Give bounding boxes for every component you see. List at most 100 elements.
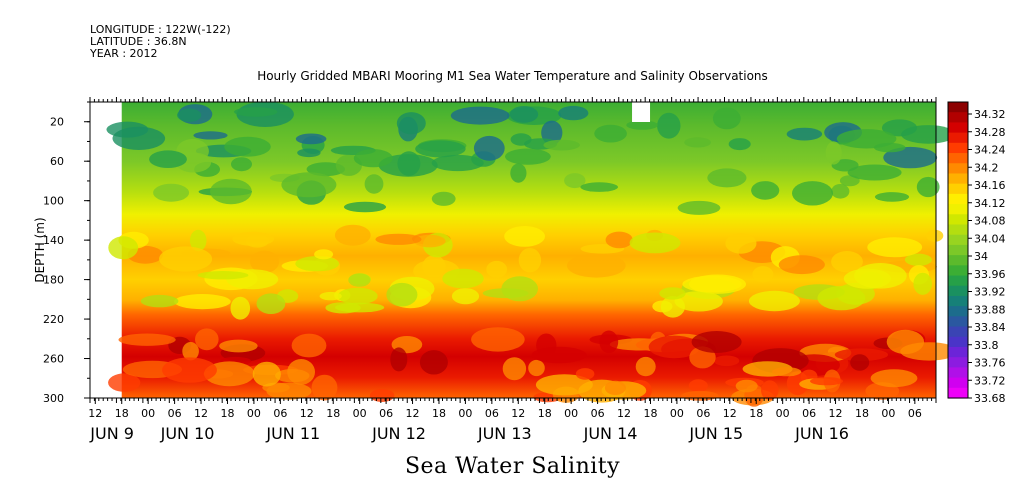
salinity-contour-blob: [847, 164, 902, 181]
salinity-contour-blob: [210, 178, 252, 205]
salinity-contour-blob: [234, 107, 278, 117]
colorbar-swatch: [948, 102, 968, 113]
salinity-contour-blob: [295, 133, 327, 145]
salinity-contour-blob: [761, 380, 779, 401]
salinity-contour-blob: [422, 255, 446, 278]
salinity-contour-blob: [913, 272, 932, 295]
colorbar-swatch: [948, 377, 968, 389]
x-hour-tick-label: 06: [802, 407, 816, 420]
salinity-contour-blob: [195, 328, 219, 351]
x-hour-tick-label: 06: [273, 407, 287, 420]
salinity-contour-blob: [688, 379, 708, 393]
salinity-contour-blob: [219, 339, 258, 353]
colorbar-swatch: [948, 357, 968, 368]
salinity-contour-blob: [599, 330, 619, 354]
colorbar-swatch: [948, 244, 968, 256]
x-hour-tick-label: 12: [511, 407, 525, 420]
salinity-contour-blob: [108, 373, 141, 392]
x-hour-tick-label: 06: [591, 407, 605, 420]
salinity-contour-blob: [657, 112, 681, 139]
salinity-contour-blob: [825, 141, 842, 165]
colorbar-swatch: [948, 316, 968, 328]
salinity-contour-blob: [926, 229, 944, 242]
y-tick-label: 140: [43, 234, 64, 247]
colorbar-label: 34.12: [974, 197, 1006, 210]
colorbar-label: 33.76: [974, 357, 1006, 370]
colorbar-swatch: [948, 234, 968, 246]
x-hour-tick-label: 12: [194, 407, 208, 420]
missing-data-patch: [632, 102, 651, 122]
salinity-contour-blob: [567, 253, 626, 278]
salinity-contour-blob: [531, 346, 587, 364]
salinity-contour-blob: [684, 137, 711, 148]
salinity-contour-blob: [817, 285, 866, 311]
salinity-contour-blob: [916, 176, 940, 198]
salinity-contour-blob: [415, 140, 466, 158]
salinity-contour-blob: [390, 347, 408, 372]
salinity-contour-blob: [580, 182, 618, 192]
colorbar-swatch: [948, 285, 968, 297]
colorbar-label: 33.88: [974, 303, 1006, 316]
salinity-contour-blob: [314, 249, 334, 260]
salinity-contour-blob: [792, 181, 833, 206]
salinity-contour-blob: [471, 327, 525, 352]
salinity-contour-blob: [558, 105, 589, 121]
x-hour-tick-label: 18: [643, 407, 657, 420]
x-hour-tick-label: 18: [326, 407, 340, 420]
x-day-label: JUN 16: [794, 424, 849, 443]
colorbar-swatch: [948, 367, 968, 379]
colorbar-swatch: [948, 142, 968, 154]
colorbar-swatch: [948, 204, 968, 215]
salinity-contour-blob: [870, 369, 918, 388]
x-hour-tick-label: 18: [538, 407, 552, 420]
salinity-contour-blob: [450, 106, 510, 125]
x-hour-tick-label: 18: [749, 407, 763, 420]
salinity-contour-blob: [232, 231, 275, 246]
colorbar-swatch: [948, 275, 968, 287]
axes: 12 18 00 06 12 18 00 06 12 18 00 06 12 18 00 06 12 18 00 06…: [33, 97, 937, 443]
x-day-label: JUN 11: [265, 424, 320, 443]
colorbar-swatch: [948, 346, 968, 358]
salinity-contour-blob: [486, 260, 508, 278]
x-hour-tick-label: 06: [485, 407, 499, 420]
salinity-contour-blob: [281, 172, 337, 198]
salinity-contour-blob: [839, 175, 860, 187]
salinity-contour-blob: [629, 232, 681, 254]
salinity-contour-blob: [174, 294, 231, 310]
salinity-contour-blob: [231, 157, 252, 172]
salinity-contour-blob: [831, 251, 863, 273]
x-hour-tick-label: 18: [115, 407, 129, 420]
colorbar-frame: [947, 101, 969, 399]
salinity-contour-blob: [250, 250, 280, 273]
x-hour-tick-label: 12: [829, 407, 843, 420]
salinity-contour-blob: [177, 108, 202, 122]
salinity-contour-blob: [291, 333, 327, 358]
salinity-contour-blob: [778, 255, 825, 275]
x-hour-tick-label: 18: [432, 407, 446, 420]
salinity-contour-blob: [883, 146, 938, 169]
colorbar-label: 34.24: [974, 144, 1006, 157]
x-hour-tick-label: 18: [220, 407, 234, 420]
salinity-contour-blob: [431, 154, 484, 172]
colorbar-swatch: [948, 387, 968, 399]
colorbar-swatch: [948, 163, 968, 175]
x-hour-tick-label: 06: [379, 407, 393, 420]
x-day-label: JUN 10: [160, 424, 215, 443]
salinity-contour-blob: [810, 377, 843, 386]
chart-title: Hourly Gridded MBARI Mooring M1 Sea Wate…: [257, 69, 768, 83]
salinity-contour-blob: [594, 124, 627, 143]
salinity-contour-blob: [182, 342, 199, 361]
salinity-contour-blob: [904, 253, 932, 266]
colorbar-label: 33.92: [974, 286, 1006, 299]
salinity-contour-blob: [118, 333, 176, 346]
colorbar-swatch: [948, 295, 968, 307]
salinity-contour-blob: [348, 273, 371, 287]
colorbar-swatch: [948, 153, 968, 164]
x-hour-tick-label: 18: [855, 407, 869, 420]
salinity-contour-blob: [713, 355, 740, 367]
colorbar-label: 33.84: [974, 321, 1006, 334]
salinity-contour-blob: [295, 256, 340, 272]
colorbar-swatch: [948, 173, 968, 185]
salinity-contour-blob: [442, 268, 484, 289]
salinity-contour-blob: [752, 266, 774, 283]
